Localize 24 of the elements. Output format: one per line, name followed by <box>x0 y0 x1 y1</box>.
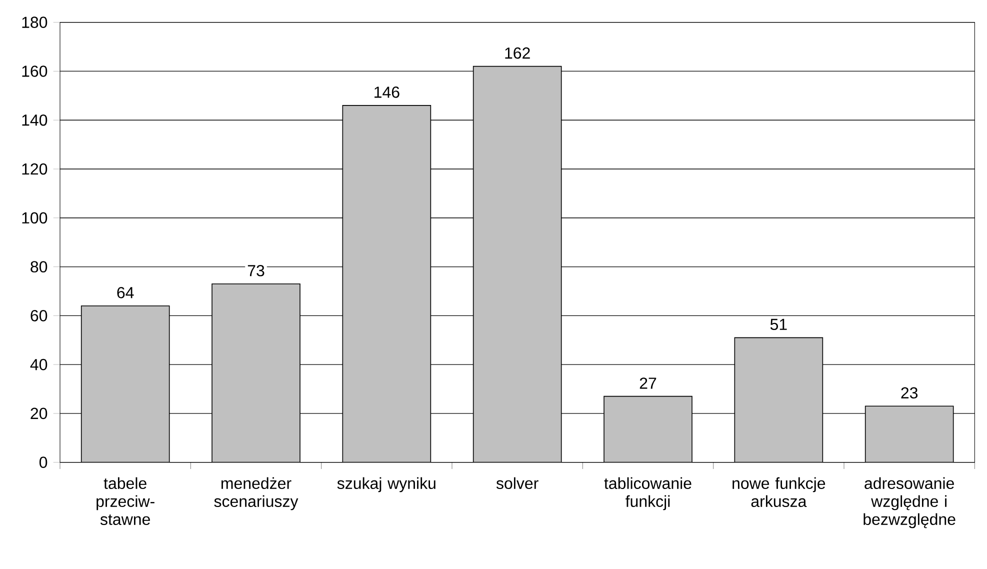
y-tick-label: 140 <box>22 114 48 126</box>
x-tick-label: menedżer scenariuszy <box>214 477 298 510</box>
y-tick-label: 100 <box>22 212 48 224</box>
data-label: 64 <box>117 286 134 298</box>
data-label: 23 <box>901 387 918 398</box>
y-tick-label: 60 <box>30 310 48 322</box>
data-label: 73 <box>248 264 264 276</box>
y-tick-label: 120 <box>22 163 48 175</box>
x-tick-label: szukaj wyniku <box>337 477 436 492</box>
y-tick-label: 0 <box>39 456 48 468</box>
y-tick-label: 180 <box>22 16 48 28</box>
y-tick-label: 160 <box>22 66 48 77</box>
x-tick-label: adresowanie względne i bezwzględne <box>864 477 956 528</box>
x-tick-label: solver <box>496 477 538 490</box>
data-label: 146 <box>374 86 400 98</box>
x-tick-label: nowe funkcje arkusza <box>732 477 826 508</box>
data-label: 27 <box>640 378 656 389</box>
data-label: 51 <box>770 318 787 330</box>
data-label: 162 <box>505 47 530 59</box>
y-tick-label: 80 <box>30 261 48 272</box>
y-tick-label: 40 <box>30 358 48 370</box>
x-tick-label: tablicowanie funkcji <box>604 477 692 510</box>
x-tick-label: tabele przeciw-stawne <box>96 477 154 526</box>
y-tick-label: 20 <box>30 408 48 420</box>
